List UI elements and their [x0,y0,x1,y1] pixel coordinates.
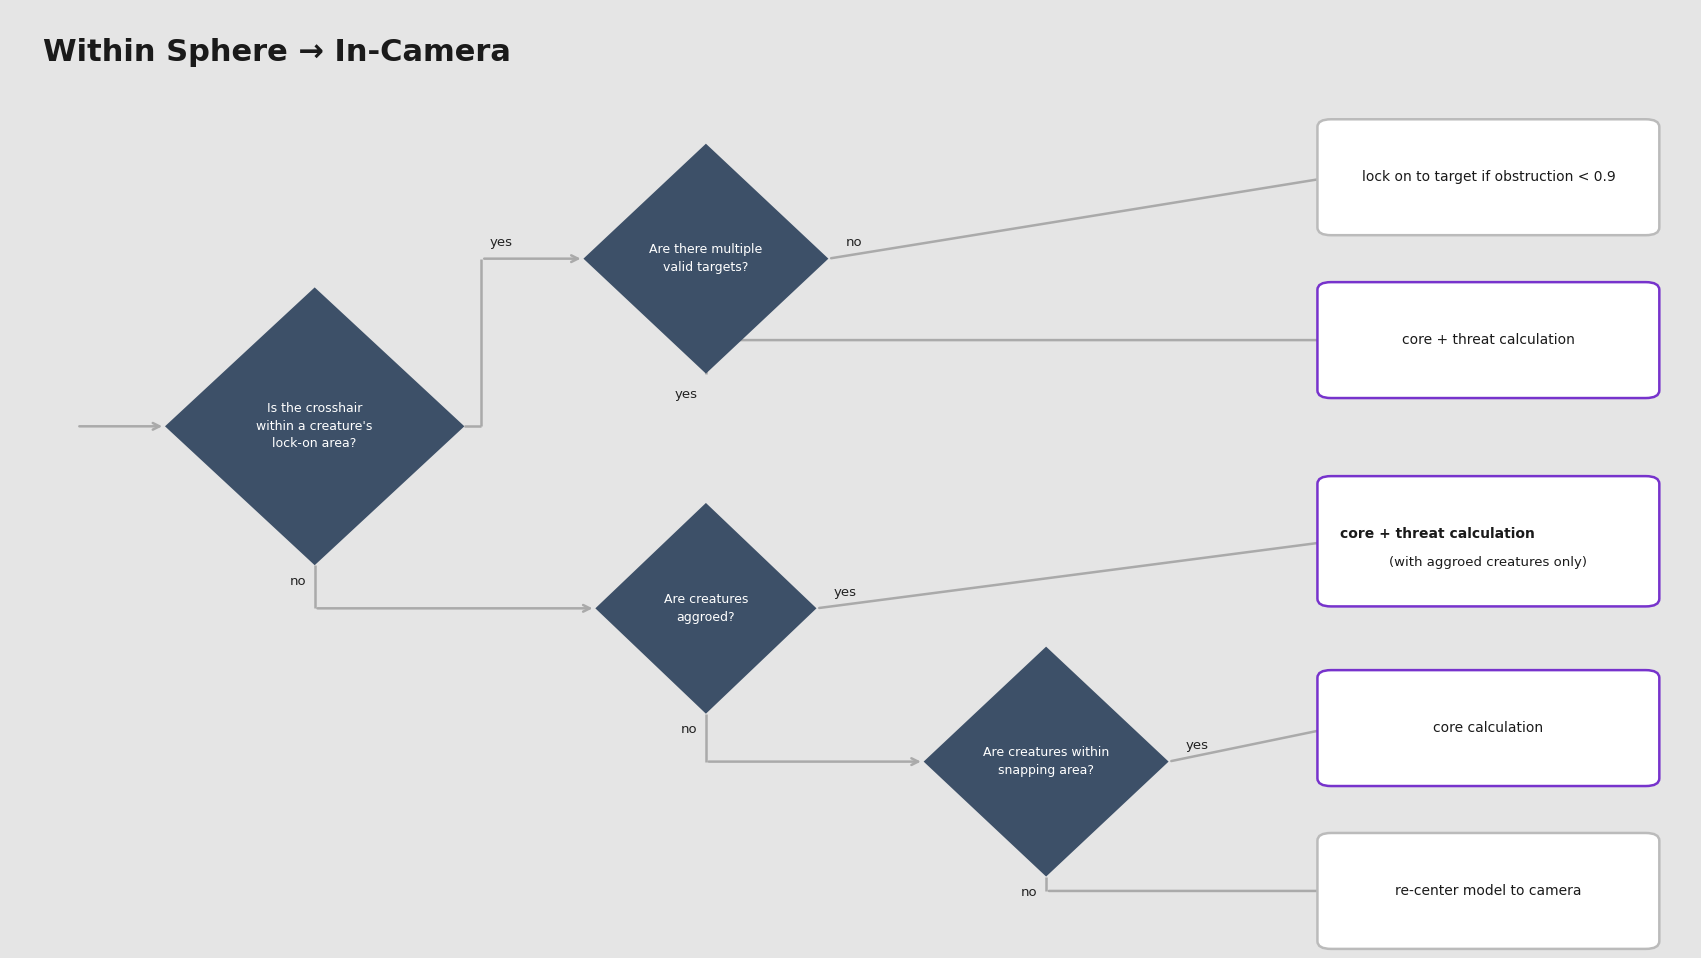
Text: lock on to target if obstruction < 0.9: lock on to target if obstruction < 0.9 [1361,171,1616,184]
Polygon shape [595,503,816,714]
Text: Is the crosshair
within a creature's
lock-on area?: Is the crosshair within a creature's loc… [257,402,373,450]
Text: core + threat calculation: core + threat calculation [1340,527,1534,540]
Text: Are creatures
aggroed?: Are creatures aggroed? [663,593,748,624]
Polygon shape [583,144,828,374]
Text: (with aggroed creatures only): (with aggroed creatures only) [1390,556,1587,569]
Text: Within Sphere → In-Camera: Within Sphere → In-Camera [43,38,510,67]
Text: yes: yes [1186,739,1209,752]
Text: no: no [1021,886,1038,900]
Polygon shape [165,287,464,565]
Text: no: no [680,723,697,737]
Text: no: no [289,575,306,588]
Text: Are there multiple
valid targets?: Are there multiple valid targets? [650,243,762,274]
Text: yes: yes [674,388,697,401]
Text: core + threat calculation: core + threat calculation [1402,333,1575,347]
Text: core calculation: core calculation [1434,721,1543,735]
FancyBboxPatch shape [1317,833,1660,948]
Text: no: no [845,236,862,249]
Text: Are creatures within
snapping area?: Are creatures within snapping area? [983,746,1109,777]
Text: yes: yes [490,236,514,249]
Text: yes: yes [833,585,857,599]
FancyBboxPatch shape [1317,476,1660,606]
FancyBboxPatch shape [1317,283,1660,399]
Polygon shape [924,647,1169,877]
FancyBboxPatch shape [1317,671,1660,786]
FancyBboxPatch shape [1317,120,1660,236]
Text: re-center model to camera: re-center model to camera [1395,884,1582,898]
